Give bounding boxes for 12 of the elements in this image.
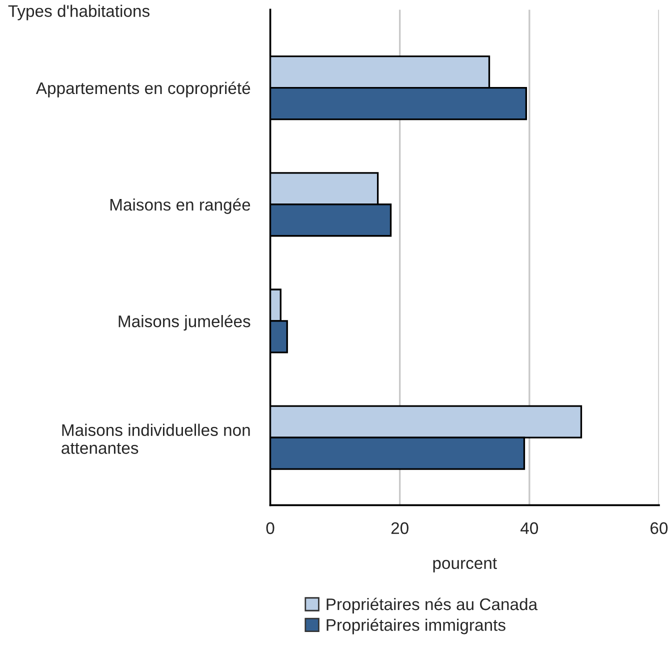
- legend-label: Propriétaires nés au Canada: [326, 598, 538, 614]
- x-axis-title: pourcent: [433, 558, 497, 572]
- x-tick-label: 20: [391, 522, 408, 534]
- y-tick-label: Maisons jumelées: [118, 314, 250, 331]
- y-tick-label: Maisons individuelles non attenantes: [62, 424, 250, 454]
- x-tick-label: 60: [650, 522, 668, 534]
- x-tick-label: 40: [520, 522, 538, 534]
- y-axis-title: Types d'habitations: [8, 4, 150, 20]
- legend-label: Propriétaires immigrants: [326, 618, 506, 634]
- x-tick-label: 0: [266, 522, 274, 534]
- y-tick-label: Appartements en copropriété: [36, 82, 250, 98]
- y-tick-label: Maisons en rangée: [110, 198, 250, 214]
